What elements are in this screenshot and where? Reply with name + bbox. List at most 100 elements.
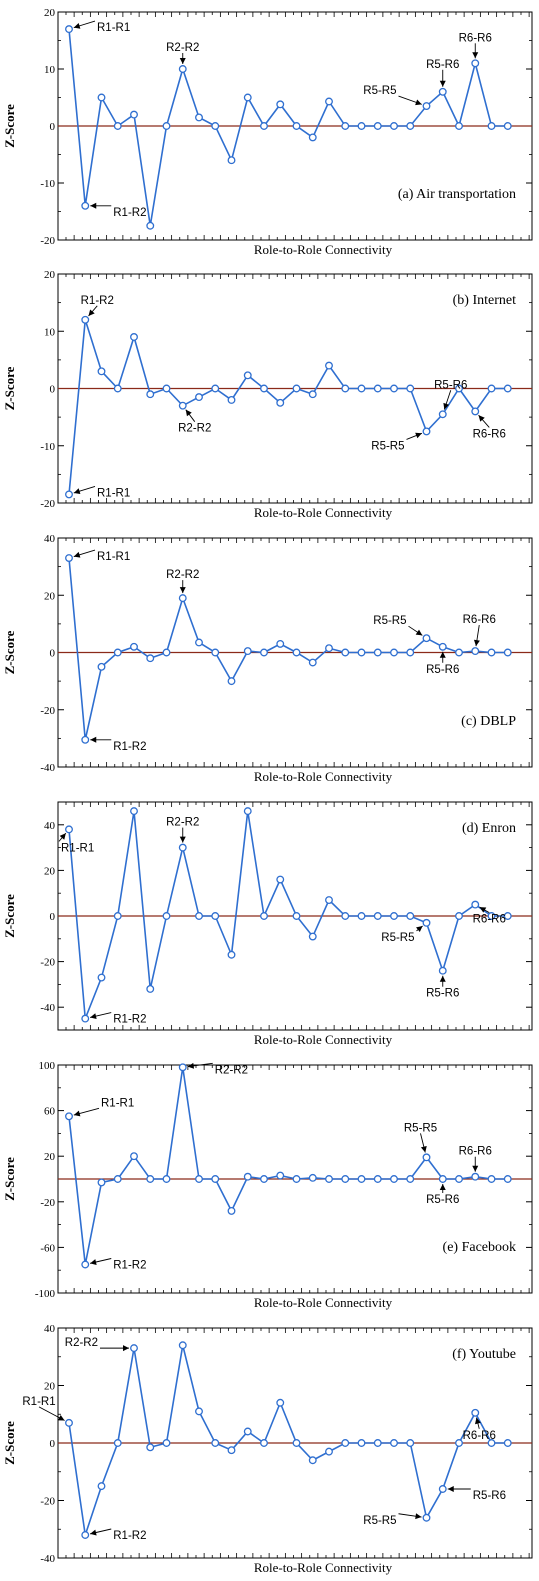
data-point [438, 642, 447, 651]
data-point [81, 315, 90, 324]
annotation-label: R5-R5 [371, 440, 404, 452]
data-point [455, 384, 463, 393]
annotation-arrowhead [57, 1415, 65, 1421]
data-point [97, 367, 106, 376]
data-point [471, 59, 480, 68]
series-line [68, 1067, 508, 1265]
data-point [227, 950, 236, 959]
annotation-label: R1-R2 [113, 1530, 146, 1542]
data-point [195, 638, 203, 647]
y-axis-label: Z-Score [2, 894, 17, 938]
x-axis-label: Role-to-Role Connectivity [254, 1560, 393, 1575]
y-tick-label: -10 [40, 178, 55, 190]
y-tick-label: 40 [44, 820, 56, 832]
data-point [162, 912, 171, 920]
y-tick-label: 20 [44, 590, 56, 602]
y-axis-label: Z-Score [2, 1157, 17, 1201]
annotation-arrowhead [88, 309, 95, 317]
data-point [130, 333, 138, 341]
data-point [341, 384, 350, 393]
data-point [373, 122, 382, 130]
annotation-arrowhead [416, 925, 423, 933]
y-tick-label: -20 [40, 1496, 55, 1508]
y-tick-label: -20 [40, 705, 55, 717]
data-point [211, 384, 220, 393]
data-point [81, 201, 90, 210]
panel-title: (c) DBLP [461, 714, 516, 729]
data-point [195, 393, 203, 402]
series-line [68, 810, 508, 1019]
annotation-label: R2-R2 [166, 569, 199, 581]
annotation-arrowhead [439, 975, 446, 982]
annotation-label: R1-R1 [61, 842, 94, 854]
data-point [227, 156, 236, 165]
annotation-arrowhead [439, 80, 446, 87]
data-point [325, 896, 333, 904]
annotation-arrowhead [179, 587, 186, 594]
data-point [487, 1439, 496, 1447]
annotation-label: R6-R6 [459, 1146, 492, 1158]
y-tick-label: 10 [44, 64, 56, 76]
data-point [325, 97, 333, 106]
annotation-arrowhead [415, 629, 423, 636]
data-point [146, 654, 155, 663]
annotation-arrowhead [59, 833, 66, 840]
annotation-label: R2-R2 [178, 423, 211, 435]
data-point [422, 634, 431, 643]
data-point [195, 113, 203, 122]
y-tick-label: 20 [44, 1151, 56, 1163]
data-point [471, 1172, 480, 1181]
y-tick-label: 20 [44, 865, 56, 877]
data-point [113, 1175, 122, 1183]
y-axis-label: Z-Score [2, 630, 17, 674]
annotation-arrowhead [90, 1013, 97, 1020]
panel-6: -40 -20 0 20 40 R1-R1 R1-R2 R2-R2 R5-R5 R5-R6 R6-R… [2, 1323, 533, 1575]
annotation-label: R1-R2 [113, 741, 146, 753]
data-point [292, 1175, 301, 1183]
annotation-label: R5-R6 [426, 59, 459, 71]
data-point [357, 122, 366, 130]
y-tick-label: 0 [50, 384, 56, 396]
data-point [97, 1178, 106, 1187]
panel-3: -40 -20 0 20 40 R1-R1 R1-R2 R2-R2 R5-R5 R5-R6 R6-R… [2, 533, 533, 784]
data-point [471, 1408, 480, 1417]
data-point [97, 1482, 106, 1491]
y-tick-label: -40 [40, 1002, 55, 1014]
annotation-arrowhead [439, 1184, 446, 1190]
data-point [162, 122, 171, 130]
data-point [341, 912, 350, 920]
y-tick-label: 40 [44, 533, 56, 545]
annotation-arrowhead [187, 1062, 195, 1069]
data-point [406, 648, 415, 657]
data-point [113, 1439, 122, 1447]
data-point [390, 1175, 398, 1183]
data-point [341, 1175, 350, 1183]
annotation-label: R1-R2 [113, 207, 146, 219]
data-point [146, 1443, 155, 1452]
annotation-arrowhead [415, 1513, 422, 1520]
panel-5: -100 -60 -20 20 60 100 R1-R1 R1-R2 R2-R2 R5-R5 R5-… [2, 1060, 533, 1310]
annotation-label: R5-R5 [363, 1515, 396, 1527]
annotation-arrowhead [73, 22, 81, 29]
annotation-arrowhead [415, 432, 422, 439]
annotation-arrowhead [90, 1259, 97, 1265]
x-axis-label: Role-to-Role Connectivity [254, 769, 393, 784]
annotation-arrowhead [439, 651, 446, 658]
annotation-label: R1-R2 [113, 1014, 146, 1026]
y-tick-label: -40 [40, 762, 55, 774]
data-point [406, 1175, 415, 1183]
annotation-arrowhead [185, 409, 192, 417]
data-point [65, 490, 73, 499]
data-point [341, 1439, 350, 1447]
annotation-arrowhead [123, 1345, 129, 1352]
y-tick-label: 100 [39, 1060, 56, 1072]
annotation-label: R5-R6 [473, 1490, 506, 1502]
annotation-label: R5-R6 [434, 379, 467, 391]
data-point [65, 1418, 73, 1427]
data-point [438, 966, 447, 975]
data-point [130, 110, 138, 119]
annotation-label: R5-R6 [426, 1194, 459, 1206]
annotation-arrowhead [73, 488, 81, 495]
data-point [503, 1175, 512, 1183]
y-tick-label: 0 [50, 911, 56, 923]
